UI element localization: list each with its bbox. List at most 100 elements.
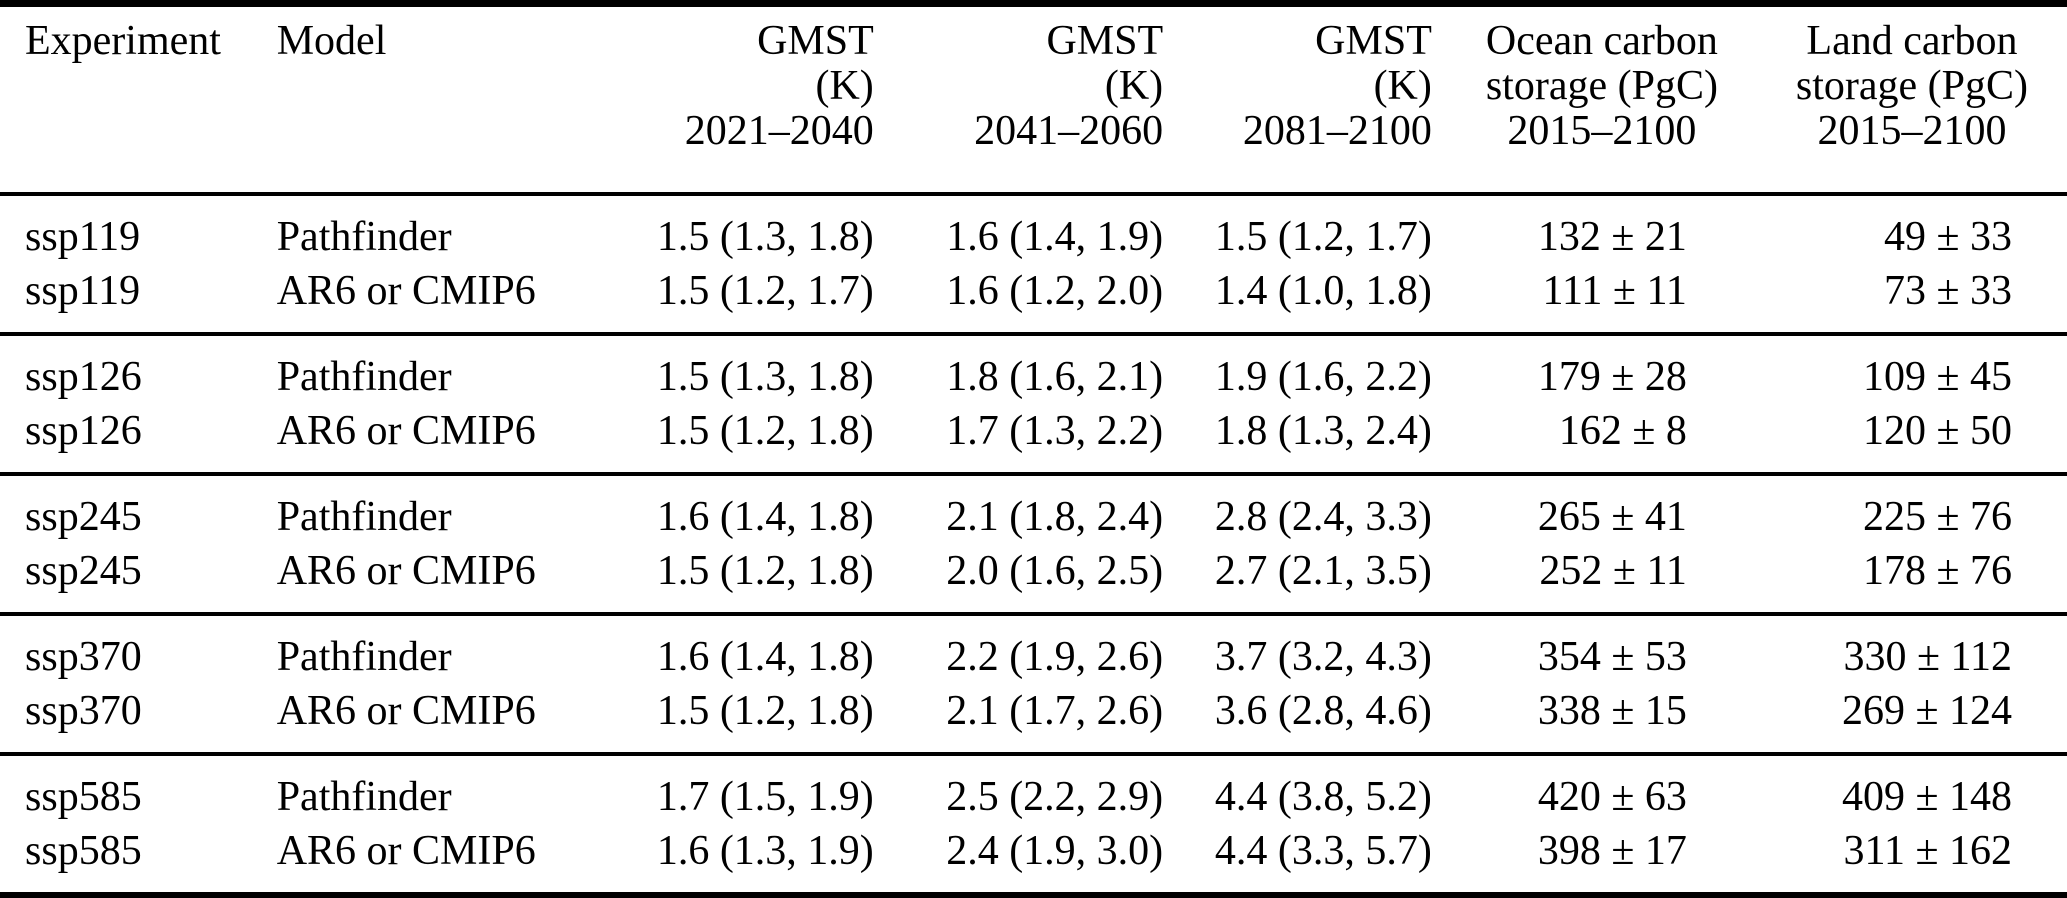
header-line: (K): [815, 63, 874, 109]
cell-model: Pathfinder: [268, 332, 600, 404]
cell-ocean-carbon-storage: 420 ± 63: [1446, 752, 1757, 824]
cell-gmst-2021-2040: 1.6 (1.4, 1.8): [599, 612, 889, 684]
header-line: 2081–2100: [1242, 108, 1432, 154]
header-line: 2041–2060: [974, 108, 1164, 154]
header-line: (K): [1373, 63, 1432, 109]
cell-ocean-carbon-storage: 132 ± 21: [1537, 214, 1687, 260]
cell-model: AR6 or CMIP6: [276, 408, 536, 454]
header-line: GMST: [757, 18, 874, 64]
cell-gmst-2081-2100: 4.4 (3.3, 5.7): [1214, 828, 1432, 874]
table-row: ssp126 Pathfinder 1.5 (1.3, 1.8) 1.8 (1.6, …: [0, 332, 2067, 404]
table-body: ssp119 Pathfinder 1.5 (1.3, 1.8) 1.6 (1.4, …: [0, 194, 2067, 895]
cell-gmst-2041-2060: 1.8 (1.6, 2.1): [888, 332, 1179, 404]
table-row: ssp126 AR6 or CMIP6 1.5 (1.2, 1.8) 1.7 (1.3…: [0, 404, 2067, 474]
cell-model: Pathfinder: [276, 214, 452, 260]
cell-gmst-2041-2060: 2.0 (1.6, 2.5): [946, 548, 1164, 594]
column-header-gmst-2041-2060: GMST (K) 2041–2060: [888, 3, 1179, 196]
cell-ocean-carbon-storage: 179 ± 28: [1446, 332, 1757, 404]
cell-ocean-carbon-storage: 111 ± 11: [1542, 268, 1687, 314]
cell-experiment: ssp370: [0, 612, 269, 684]
cell-land-carbon-storage: 109 ± 45: [1756, 332, 2067, 404]
column-header-land-carbon-storage: Land carbon storage (PgC) 2015–2100: [1756, 3, 2067, 196]
cell-ocean-carbon-storage: 252 ± 11: [1539, 548, 1687, 594]
cell-land-carbon-storage: 311 ± 162: [1843, 828, 2013, 874]
table-row: ssp370 AR6 or CMIP6 1.5 (1.2, 1.8) 2.1 (1.7…: [0, 684, 2067, 754]
cell-model: Pathfinder: [268, 752, 600, 824]
cell-gmst-2081-2100: 2.7 (2.1, 3.5): [1214, 548, 1432, 594]
cell-ocean-carbon-storage: 354 ± 53: [1446, 612, 1757, 684]
header-line: 2021–2040: [684, 108, 874, 154]
header-line: storage (PgC): [1485, 63, 1718, 109]
cell-gmst-2021-2040: 1.7 (1.5, 1.9): [599, 752, 889, 824]
cell-gmst-2081-2100: 1.9 (1.6, 2.2): [1178, 332, 1447, 404]
cell-gmst-2081-2100: 4.4 (3.8, 5.2): [1178, 752, 1447, 824]
cell-gmst-2021-2040: 1.5 (1.2, 1.8): [656, 408, 874, 454]
column-header-ocean-carbon-storage: Ocean carbon storage (PgC) 2015–2100: [1446, 3, 1757, 196]
cell-experiment: ssp119: [25, 268, 141, 314]
header-line: Model: [276, 18, 387, 64]
cell-gmst-2041-2060: 2.1 (1.8, 2.4): [888, 472, 1179, 544]
cell-gmst-2021-2040: 1.5 (1.2, 1.7): [656, 268, 874, 314]
cell-experiment: ssp126: [25, 408, 142, 454]
cell-ocean-carbon-storage: 338 ± 15: [1537, 688, 1687, 734]
cell-land-carbon-storage: 225 ± 76: [1756, 472, 2067, 544]
column-header-gmst-2021-2040: GMST (K) 2021–2040: [599, 3, 889, 196]
cell-land-carbon-storage: 120 ± 50: [1862, 408, 2012, 454]
cell-gmst-2021-2040: 1.5 (1.2, 1.8): [656, 688, 874, 734]
cell-experiment: ssp245: [0, 472, 269, 544]
cell-land-carbon-storage: 269 ± 124: [1841, 688, 2012, 734]
header-line: (K): [1104, 63, 1164, 109]
cell-gmst-2041-2060: 2.1 (1.7, 2.6): [946, 688, 1164, 734]
table-row: ssp370 Pathfinder 1.6 (1.4, 1.8) 2.2 (1.9, …: [0, 612, 2067, 684]
cell-gmst-2081-2100: 1.4 (1.0, 1.8): [1214, 268, 1432, 314]
column-header-gmst-2081-2100: GMST (K) 2081–2100: [1178, 3, 1447, 196]
cell-land-carbon-storage: 73 ± 33: [1883, 268, 2012, 314]
cell-land-carbon-storage: 49 ± 33: [1883, 214, 2012, 260]
table-row: ssp245 Pathfinder 1.6 (1.4, 1.8) 2.1 (1.8, …: [0, 472, 2067, 544]
cell-gmst-2041-2060: 2.2 (1.9, 2.6): [888, 612, 1179, 684]
cell-land-carbon-storage: 409 ± 148: [1756, 752, 2067, 824]
table-row: ssp585 Pathfinder 1.7 (1.5, 1.9) 2.5 (2.2, …: [0, 752, 2067, 824]
header-line: GMST: [1046, 18, 1164, 64]
cell-gmst-2021-2040: 1.6 (1.3, 1.9): [656, 828, 874, 874]
cell-model: AR6 or CMIP6: [276, 548, 536, 594]
cell-gmst-2041-2060: 1.7 (1.3, 2.2): [946, 408, 1164, 454]
header-line: storage (PgC): [1795, 63, 2029, 109]
cell-ocean-carbon-storage: 162 ± 8: [1558, 408, 1687, 454]
header-line: 2015–2100: [1507, 108, 1697, 154]
cell-land-carbon-storage: 178 ± 76: [1862, 548, 2012, 594]
header-line: Experiment: [25, 18, 221, 64]
cell-gmst-2041-2060: 1.6 (1.2, 2.0): [946, 268, 1164, 314]
cell-ocean-carbon-storage: 398 ± 17: [1537, 828, 1687, 874]
cell-gmst-2081-2100: 1.5 (1.2, 1.7): [1214, 214, 1432, 260]
cell-experiment: ssp585: [25, 828, 142, 874]
cell-gmst-2081-2100: 2.8 (2.4, 3.3): [1178, 472, 1447, 544]
cell-land-carbon-storage: 330 ± 112: [1756, 612, 2067, 684]
cell-gmst-2081-2100: 1.8 (1.3, 2.4): [1214, 408, 1432, 454]
column-header-experiment: Experiment: [0, 3, 269, 196]
cell-gmst-2021-2040: 1.5 (1.3, 1.8): [656, 214, 874, 260]
table-row: ssp119 AR6 or CMIP6 1.5 (1.2, 1.7) 1.6 (1.2…: [0, 264, 2067, 334]
table-row: ssp585 AR6 or CMIP6 1.6 (1.3, 1.9) 2.4 (1.9…: [0, 824, 2067, 895]
cell-gmst-2041-2060: 2.4 (1.9, 3.0): [946, 828, 1164, 874]
table-row: ssp245 AR6 or CMIP6 1.5 (1.2, 1.8) 2.0 (1.6…: [0, 544, 2067, 614]
header-line: Ocean carbon: [1485, 18, 1718, 64]
cell-gmst-2021-2040: 1.5 (1.3, 1.8): [599, 332, 889, 404]
cell-gmst-2041-2060: 2.5 (2.2, 2.9): [888, 752, 1179, 824]
table-header: Experiment Model GMST (K) 2021–2040 GMST…: [0, 3, 2067, 196]
header-line: 2015–2100: [1817, 108, 2007, 154]
cell-gmst-2081-2100: 3.6 (2.8, 4.6): [1214, 688, 1432, 734]
cell-experiment: ssp370: [25, 688, 142, 734]
cell-model: Pathfinder: [268, 612, 600, 684]
cell-model: Pathfinder: [268, 472, 600, 544]
header-line: Land carbon: [1806, 18, 2018, 64]
cell-model: AR6 or CMIP6: [276, 268, 536, 314]
cell-experiment: ssp245: [25, 548, 142, 594]
header-line: GMST: [1315, 18, 1432, 64]
cell-experiment: ssp585: [0, 752, 269, 824]
cell-gmst-2041-2060: 1.6 (1.4, 1.9): [946, 214, 1164, 260]
cell-gmst-2021-2040: 1.5 (1.2, 1.8): [656, 548, 874, 594]
cell-experiment: ssp119: [25, 214, 141, 260]
cell-model: AR6 or CMIP6: [276, 688, 536, 734]
